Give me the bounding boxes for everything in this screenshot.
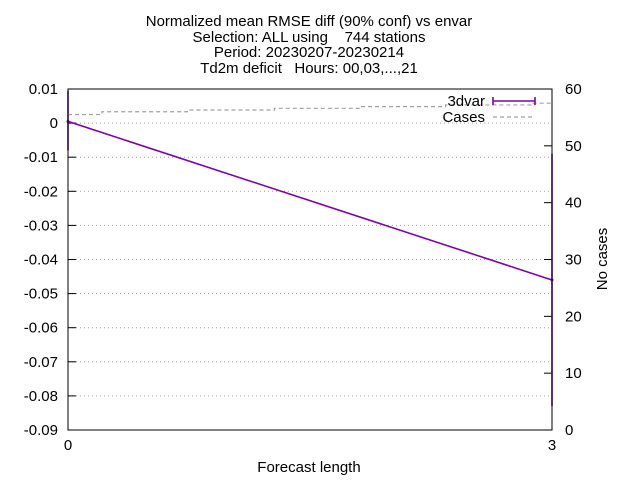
y2-tick-label: 0 <box>565 422 573 439</box>
legend-label: 3dvar <box>447 93 485 110</box>
y2-tick-label: 50 <box>565 138 582 155</box>
title-line-1: Normalized mean RMSE diff (90% conf) vs … <box>146 13 473 30</box>
title-line-4: Td2m deficit Hours: 00,03,...,21 <box>200 60 418 77</box>
series-line-cases <box>68 102 552 116</box>
y2-axis-ticks: 60 50 40 30 20 10 0 <box>544 81 582 439</box>
y-tick-label: 0 <box>50 115 58 132</box>
y2-tick-label: 60 <box>565 81 582 98</box>
y-axis-ticks: 0.01 0 -0.01 -0.02 -0.03 -0.04 -0.05 -0.06 -0.07… <box>24 81 76 439</box>
y2-tick-label: 20 <box>565 308 582 325</box>
x-tick-label: 3 <box>548 437 556 454</box>
y2-tick-label: 10 <box>565 365 582 382</box>
title-line-3: Period: 20230207-20230214 <box>214 44 404 61</box>
plot-frame <box>67 88 553 431</box>
y-tick-label: -0.01 <box>24 149 58 166</box>
y-tick-label: -0.03 <box>24 217 58 234</box>
y-tick-label: -0.06 <box>24 320 58 337</box>
grid <box>68 122 552 397</box>
series <box>66 90 554 407</box>
y-tick-label: -0.05 <box>24 286 58 303</box>
x-tick-label: 0 <box>64 437 72 454</box>
y-tick-label: -0.09 <box>24 422 58 439</box>
y-tick-label: -0.07 <box>24 354 58 371</box>
series-line-3dvar <box>67 120 553 281</box>
y2-tick-label: 30 <box>565 252 582 269</box>
y2-axis-label: No cases <box>594 228 611 291</box>
y-tick-label: -0.02 <box>24 183 58 200</box>
y-tick-label: -0.08 <box>24 388 58 405</box>
y-tick-label: 0.01 <box>29 81 58 98</box>
x-axis-label: Forecast length <box>257 459 360 476</box>
legend-label: Cases <box>442 109 485 126</box>
title-line-2: Selection: ALL using 744 stations <box>193 29 426 46</box>
chart-title: Normalized mean RMSE diff (90% conf) vs … <box>146 13 473 77</box>
y2-tick-label: 40 <box>565 195 582 212</box>
y-tick-label: -0.04 <box>24 252 58 269</box>
